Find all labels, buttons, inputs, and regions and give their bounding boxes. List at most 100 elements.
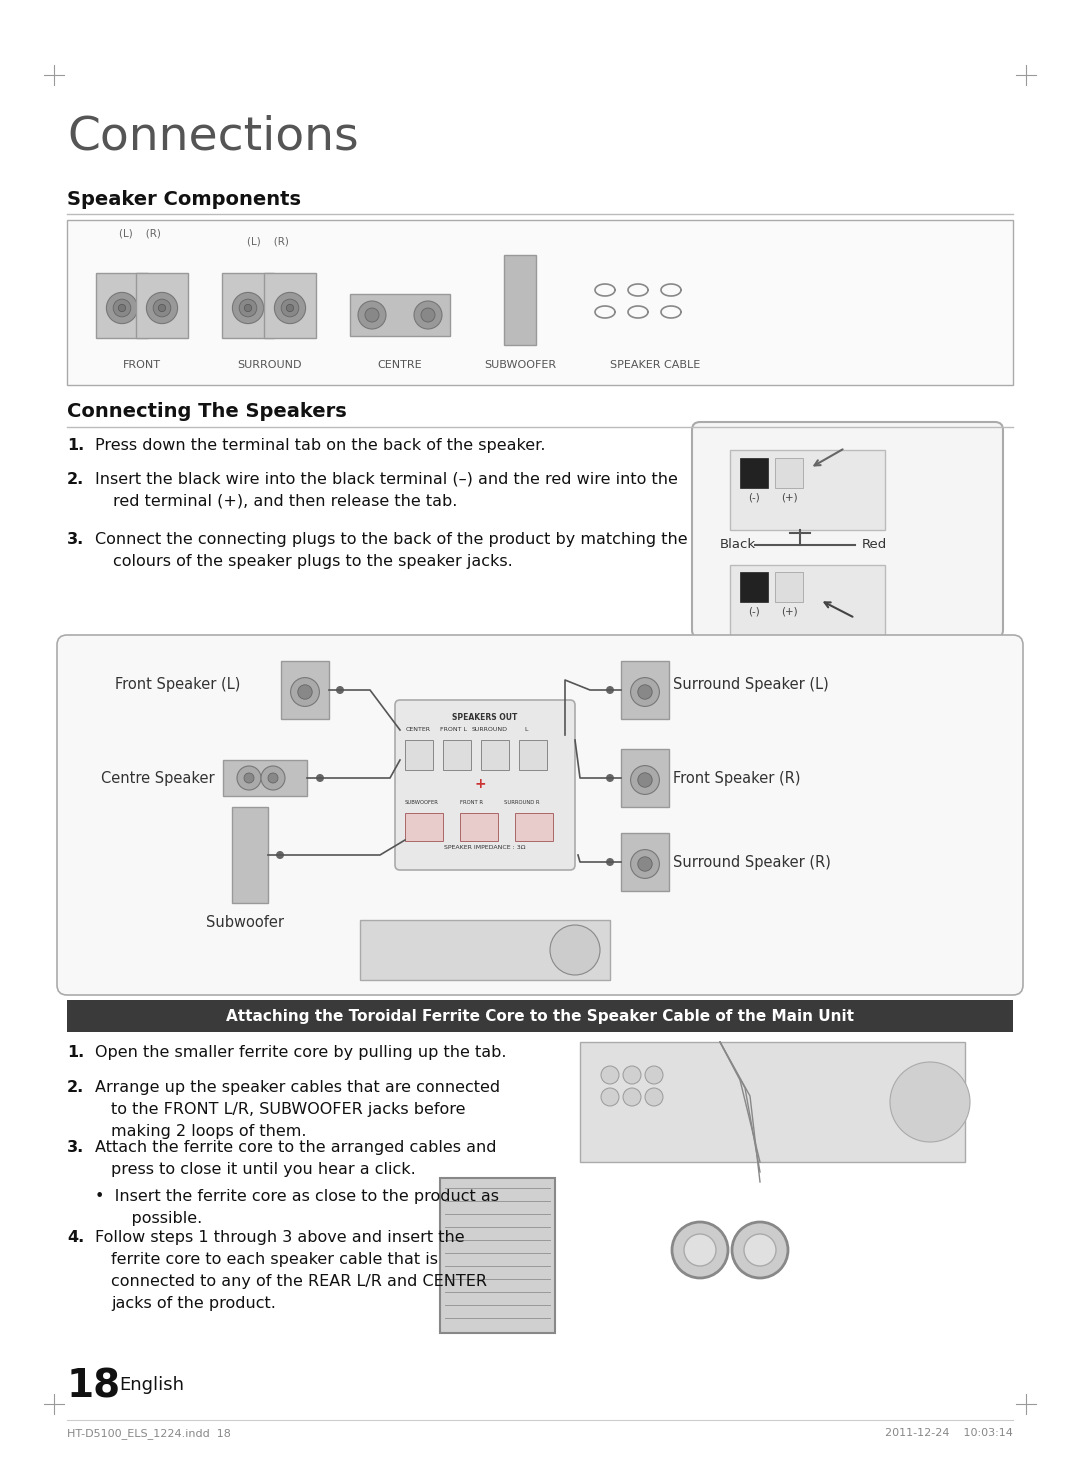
Text: CENTRE: CENTRE [378,359,422,370]
Text: Press down the terminal tab on the back of the speaker.: Press down the terminal tab on the back … [95,438,545,453]
Text: L: L [524,728,528,732]
Circle shape [316,774,324,782]
Circle shape [244,774,254,782]
Text: ferrite core to each speaker cable that is: ferrite core to each speaker cable that … [111,1253,438,1268]
Text: 3.: 3. [67,1140,84,1155]
Text: SPEAKERS OUT: SPEAKERS OUT [453,713,517,722]
Text: Connections: Connections [67,115,359,160]
Text: FRONT: FRONT [123,359,161,370]
FancyBboxPatch shape [460,813,498,842]
Circle shape [421,308,435,322]
Circle shape [645,1066,663,1084]
Circle shape [550,924,600,975]
FancyBboxPatch shape [405,813,443,842]
Text: (-): (-) [748,606,760,617]
Text: Front Speaker (L): Front Speaker (L) [114,677,240,692]
Text: •  Insert the ferrite core as close to the product as: • Insert the ferrite core as close to th… [95,1189,499,1204]
FancyBboxPatch shape [350,294,450,336]
Text: Surround Speaker (R): Surround Speaker (R) [673,855,831,870]
FancyBboxPatch shape [222,272,274,337]
FancyBboxPatch shape [481,740,509,771]
Circle shape [623,1089,642,1106]
Circle shape [606,774,615,782]
FancyBboxPatch shape [580,1043,966,1162]
Text: 2011-12-24    10:03:14: 2011-12-24 10:03:14 [886,1429,1013,1438]
FancyBboxPatch shape [67,220,1013,385]
Circle shape [261,766,285,790]
Circle shape [147,293,177,324]
Text: Centre Speaker: Centre Speaker [102,771,215,785]
Circle shape [600,1066,619,1084]
Circle shape [645,1089,663,1106]
Text: press to close it until you hear a click.: press to close it until you hear a click… [111,1162,416,1177]
Text: Insert the black wire into the black terminal (–) and the red wire into the: Insert the black wire into the black ter… [95,472,678,487]
FancyBboxPatch shape [405,740,433,771]
Text: FRONT R: FRONT R [460,800,484,805]
FancyBboxPatch shape [440,1177,555,1333]
Text: SUBWOOFER: SUBWOOFER [484,359,556,370]
Text: SPEAKER IMPEDANCE : 3Ω: SPEAKER IMPEDANCE : 3Ω [444,845,526,850]
Text: SURROUND: SURROUND [237,359,301,370]
FancyBboxPatch shape [775,458,804,488]
Circle shape [606,686,615,694]
FancyBboxPatch shape [775,572,804,602]
Text: +: + [474,776,486,791]
FancyBboxPatch shape [621,748,669,808]
Circle shape [631,766,660,794]
Text: jacks of the product.: jacks of the product. [111,1296,275,1310]
Text: Open the smaller ferrite core by pulling up the tab.: Open the smaller ferrite core by pulling… [95,1046,507,1060]
FancyBboxPatch shape [264,272,316,337]
FancyBboxPatch shape [740,572,768,602]
Text: 2.: 2. [67,1080,84,1094]
Text: (L)    (R): (L) (R) [247,237,289,247]
Circle shape [684,1233,716,1266]
FancyBboxPatch shape [692,422,1003,637]
Circle shape [600,1089,619,1106]
Circle shape [232,293,264,324]
Text: Front Speaker (R): Front Speaker (R) [673,771,800,785]
Text: Subwoofer: Subwoofer [206,916,284,930]
Text: Arrange up the speaker cables that are connected: Arrange up the speaker cables that are c… [95,1080,500,1094]
Text: 4.: 4. [67,1231,84,1245]
Text: 2.: 2. [67,472,84,487]
Circle shape [744,1233,777,1266]
Circle shape [268,774,278,782]
Circle shape [107,293,137,324]
Text: Black: Black [720,538,756,552]
Circle shape [286,305,294,312]
Circle shape [281,299,299,317]
Text: making 2 loops of them.: making 2 loops of them. [111,1124,307,1139]
Circle shape [606,858,615,867]
FancyBboxPatch shape [443,740,471,771]
Circle shape [732,1222,788,1278]
FancyBboxPatch shape [504,254,536,345]
Circle shape [890,1062,970,1142]
Text: possible.: possible. [111,1211,202,1226]
Text: Red: Red [862,538,888,552]
FancyBboxPatch shape [730,565,885,645]
Circle shape [274,293,306,324]
Text: Connect the connecting plugs to the back of the product by matching the: Connect the connecting plugs to the back… [95,532,688,547]
Text: 1.: 1. [67,1046,84,1060]
FancyBboxPatch shape [96,272,148,337]
Text: HT-D5100_ELS_1224.indd  18: HT-D5100_ELS_1224.indd 18 [67,1429,231,1439]
Circle shape [672,1222,728,1278]
Circle shape [119,305,125,312]
FancyBboxPatch shape [621,661,669,719]
Text: SURROUND R: SURROUND R [504,800,540,805]
Circle shape [113,299,131,317]
Text: Connecting The Speakers: Connecting The Speakers [67,402,347,422]
FancyBboxPatch shape [740,458,768,488]
Circle shape [357,302,386,328]
FancyBboxPatch shape [515,813,553,842]
Text: (+): (+) [781,606,797,617]
Text: Speaker Components: Speaker Components [67,189,301,209]
Circle shape [239,299,257,317]
Circle shape [291,677,320,707]
FancyBboxPatch shape [222,760,307,796]
Text: SURROUND: SURROUND [472,728,508,732]
FancyBboxPatch shape [519,740,546,771]
Text: FRONT L: FRONT L [441,728,468,732]
FancyBboxPatch shape [730,450,885,529]
Text: SUBWOOFER: SUBWOOFER [405,800,438,805]
